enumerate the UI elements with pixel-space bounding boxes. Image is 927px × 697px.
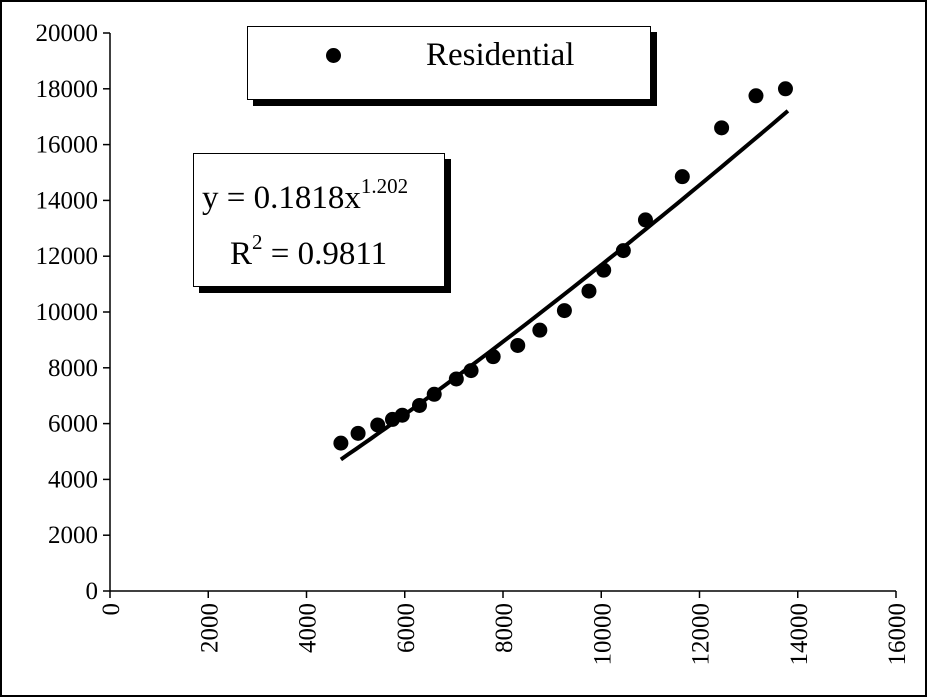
data-point xyxy=(581,283,597,299)
data-point xyxy=(510,337,526,353)
equation-exponent: 1.202 xyxy=(360,174,409,198)
data-point xyxy=(448,371,464,387)
y-tick-label: 18000 xyxy=(36,76,99,103)
x-tick-label: 10000 xyxy=(589,603,616,666)
y-tick-label: 8000 xyxy=(48,355,98,382)
legend: Residential xyxy=(247,26,651,100)
data-point xyxy=(556,303,572,319)
data-point xyxy=(748,88,764,104)
data-point xyxy=(777,81,793,97)
data-point xyxy=(394,407,410,423)
y-tick-label: 20000 xyxy=(36,20,99,47)
x-tick-label: 2000 xyxy=(196,603,223,653)
data-point xyxy=(674,169,690,185)
r-squared-symbol: R xyxy=(230,236,253,272)
y-tick-label: 4000 xyxy=(48,466,98,493)
x-tick-label: 16000 xyxy=(884,603,911,666)
y-tick-label: 16000 xyxy=(36,132,99,159)
data-point xyxy=(714,120,730,136)
equation-text: y = 0.1818x xyxy=(202,180,361,216)
r-squared-line: R2 = 0.9811 xyxy=(230,230,388,273)
y-tick-label: 6000 xyxy=(48,411,98,438)
data-point xyxy=(463,363,479,379)
legend-marker-icon xyxy=(326,48,341,63)
data-point xyxy=(370,417,386,433)
trendline-equation-box: y = 0.1818x1.202 R2 = 0.9811 xyxy=(193,153,445,287)
data-point xyxy=(426,386,442,402)
y-tick-label: 0 xyxy=(86,578,99,605)
data-points xyxy=(333,81,793,451)
x-tick-label: 8000 xyxy=(491,603,518,653)
x-tick-label: 6000 xyxy=(393,603,420,653)
x-tick-label: 12000 xyxy=(688,603,715,666)
data-point xyxy=(485,349,501,365)
axes: 0 2000 4000 6000 8000 10000 12000 14000 16000 180… xyxy=(36,20,912,666)
r-squared-exponent: 2 xyxy=(252,230,263,254)
y-tick-label: 12000 xyxy=(36,243,99,270)
data-point xyxy=(333,435,349,451)
data-point xyxy=(350,425,366,441)
data-point xyxy=(615,243,631,259)
r-squared-value: = 0.9811 xyxy=(262,236,388,272)
data-point xyxy=(637,212,653,228)
equation-line: y = 0.1818x1.202 xyxy=(202,174,408,217)
data-point xyxy=(411,397,427,413)
legend-label: Residential xyxy=(426,37,575,73)
y-tick-label: 10000 xyxy=(36,299,99,326)
x-tick-label: 0 xyxy=(98,603,125,616)
y-tick-label: 2000 xyxy=(48,522,98,549)
y-tick-label: 14000 xyxy=(36,187,99,214)
data-point xyxy=(596,262,612,278)
x-tick-label: 14000 xyxy=(786,603,813,666)
data-point xyxy=(532,322,548,338)
x-tick-label: 4000 xyxy=(295,603,322,653)
